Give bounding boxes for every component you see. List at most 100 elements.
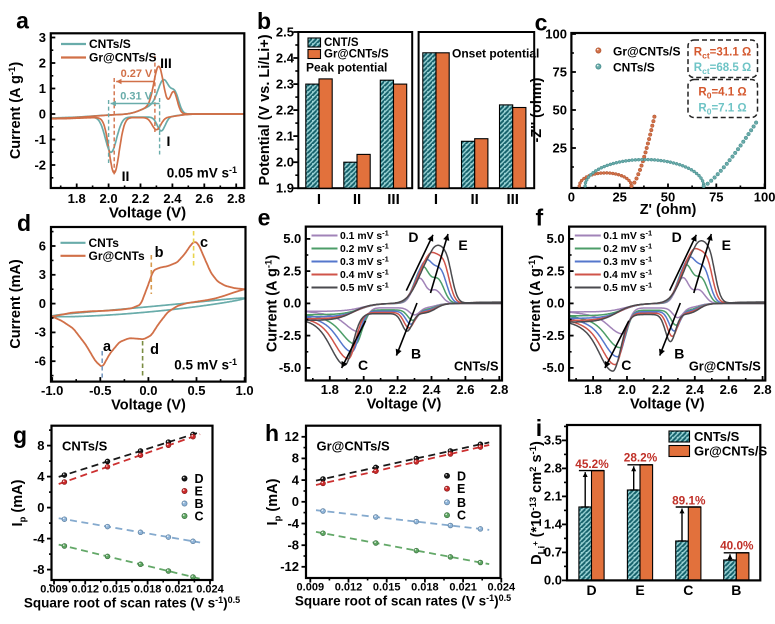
svg-text:g: g [13,422,27,448]
svg-text:50: 50 [553,102,567,117]
svg-text:25: 25 [553,140,567,155]
svg-text:2.0: 2.0 [618,382,636,397]
svg-text:I: I [167,133,171,149]
svg-text:Gr@CNTs/S: Gr@CNTs/S [89,50,157,64]
svg-text:2.1: 2.1 [544,489,562,504]
svg-text:2.2: 2.2 [389,382,407,397]
svg-text:D: D [672,229,682,245]
svg-text:1.4: 1.4 [544,517,563,532]
svg-text:D: D [195,472,204,486]
svg-text:0.5 mV s-1: 0.5 mV s-1 [340,281,389,295]
svg-text:0.024: 0.024 [196,584,224,596]
svg-text:0.018: 0.018 [411,582,439,594]
svg-text:0.018: 0.018 [134,584,162,596]
svg-text:Current (A g-1): Current (A g-1) [7,62,24,160]
svg-text:0.021: 0.021 [165,584,193,596]
svg-text:C: C [358,357,368,373]
svg-text:-4: -4 [287,516,299,531]
svg-text:2.2: 2.2 [131,191,149,206]
svg-text:0.5 mV s-1: 0.5 mV s-1 [174,357,237,373]
svg-text:-3: -3 [34,325,46,340]
svg-text:12: 12 [285,429,299,444]
svg-text:0.0: 0.0 [544,573,562,588]
svg-text:Voltage (V): Voltage (V) [109,205,186,222]
svg-text:-Z'' (ohm): -Z'' (ohm) [529,77,545,142]
svg-text:Z' (ohm): Z' (ohm) [640,202,697,218]
svg-text:Square root of scan rates (V s: Square root of scan rates (V s-1)0.5 [24,595,240,611]
svg-text:-8: -8 [33,562,45,577]
svg-text:D: D [586,582,596,598]
svg-text:d: d [150,342,159,358]
svg-text:Current (A g-1): Current (A g-1) [527,255,544,353]
svg-text:0.012: 0.012 [335,582,363,594]
svg-text:0.1 mV s-1: 0.1 mV s-1 [603,229,652,243]
svg-text:1.0: 1.0 [236,383,254,398]
svg-text:CNTs/S: CNTs/S [694,429,740,444]
svg-text:0: 0 [39,106,46,121]
svg-text:2.6: 2.6 [720,382,738,397]
svg-text:4: 4 [292,472,300,487]
svg-text:Peak potential: Peak potential [306,61,387,75]
svg-text:II: II [122,168,130,184]
svg-text:8: 8 [37,438,44,453]
svg-text:2.3: 2.3 [276,76,294,91]
svg-text:c: c [200,235,208,251]
svg-text:0.021: 0.021 [449,582,477,594]
svg-text:III: III [506,191,519,208]
svg-text:d: d [17,210,31,236]
svg-text:-1: -1 [34,132,46,147]
svg-text:c: c [535,10,548,36]
svg-text:B: B [457,496,466,510]
svg-text:45.2%: 45.2% [575,457,609,471]
svg-text:2.0: 2.0 [100,191,118,206]
svg-text:0.024: 0.024 [488,582,516,594]
svg-text:2.2: 2.2 [652,382,670,397]
svg-text:C: C [457,509,466,523]
svg-text:2.4: 2.4 [422,382,441,397]
svg-text:-1.0: -1.0 [41,383,63,398]
svg-text:0.1 mV s-1: 0.1 mV s-1 [340,229,389,243]
svg-text:89.1%: 89.1% [672,494,706,508]
svg-text:II: II [471,191,479,208]
svg-text:5.0: 5.0 [283,231,301,246]
svg-text:B: B [731,582,741,598]
svg-text:8: 8 [292,451,299,466]
svg-text:Gr@CNTs/S: Gr@CNTs/S [694,444,767,459]
svg-text:Current (A g-1): Current (A g-1) [264,255,281,353]
svg-text:-2.5: -2.5 [542,328,564,343]
svg-text:2.8: 2.8 [490,382,508,397]
svg-text:0: 0 [292,494,299,509]
svg-text:E: E [635,582,644,598]
svg-text:CNTs/S: CNTs/S [62,439,108,454]
svg-text:0.0: 0.0 [139,383,157,398]
svg-text:R0=7.1 Ω: R0=7.1 Ω [698,103,746,117]
svg-text:E: E [457,482,465,496]
svg-text:0.3 mV s-1: 0.3 mV s-1 [603,255,652,269]
svg-text:0.5 mV s-1: 0.5 mV s-1 [603,281,652,295]
svg-text:0: 0 [39,296,46,311]
svg-text:40.0%: 40.0% [720,539,754,553]
svg-text:Ip (mA): Ip (mA) [10,479,29,526]
svg-text:0.0: 0.0 [283,296,301,311]
svg-text:CNTs/S: CNTs/S [454,359,499,374]
svg-text:2.1: 2.1 [276,128,294,143]
svg-text:III: III [387,191,400,208]
svg-text:III: III [160,55,172,71]
svg-text:Potential (V vs. Li/Li+): Potential (V vs. Li/Li+) [257,34,273,185]
svg-text:h: h [265,420,279,446]
svg-text:Current (mA): Current (mA) [8,259,24,349]
svg-text:C: C [683,582,693,598]
svg-text:2.0: 2.0 [276,155,294,170]
svg-text:75: 75 [709,190,723,205]
svg-text:Voltage (V): Voltage (V) [630,397,705,413]
svg-text:II: II [353,191,361,208]
svg-text:28.2%: 28.2% [624,451,658,465]
svg-text:-5.0: -5.0 [542,360,564,375]
svg-text:5.0: 5.0 [547,231,565,246]
svg-text:2.5: 2.5 [276,24,294,39]
svg-text:Gr@CNTs/S: Gr@CNTs/S [317,439,390,454]
svg-text:25: 25 [612,190,626,205]
svg-text:3: 3 [39,30,46,45]
svg-text:B: B [195,497,204,511]
svg-text:B: B [411,346,421,362]
